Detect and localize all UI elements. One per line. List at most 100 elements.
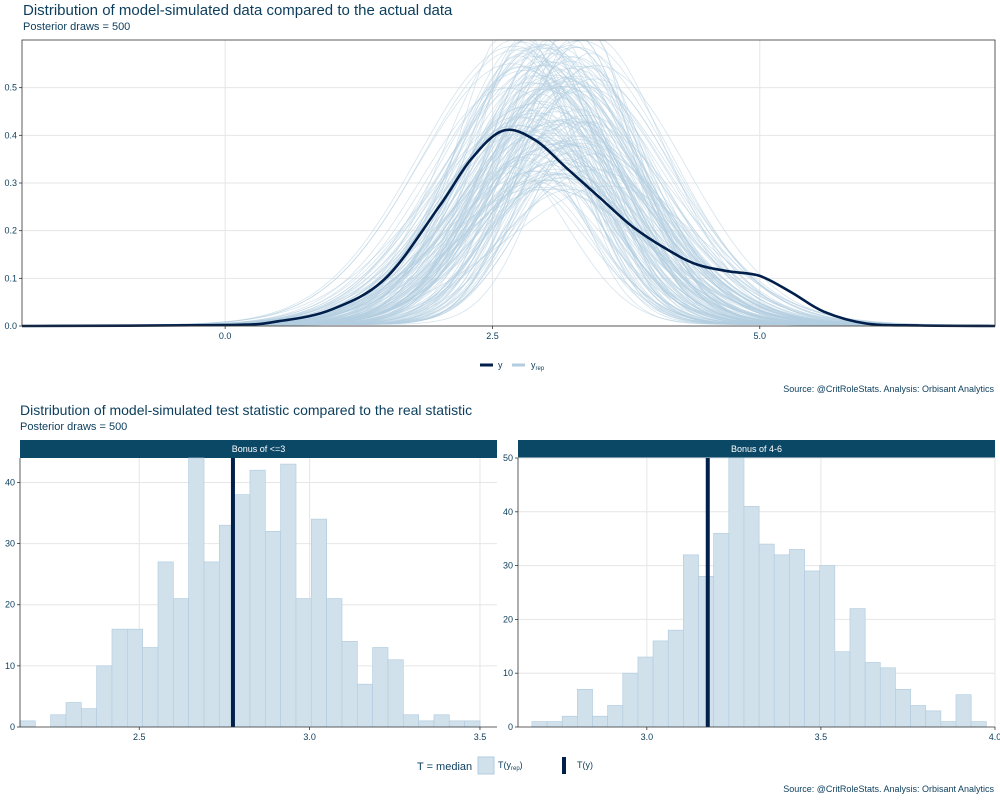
- facet-1-ytick-label-2: 20: [503, 614, 513, 624]
- facet-0-bar-19: [310, 518, 327, 728]
- facet-1-xtick-label-1: 3.5: [815, 732, 828, 742]
- facet-1-bar-0: [531, 721, 548, 728]
- top-xtick-label-2: 5.0: [754, 331, 767, 341]
- facet-0-ytick-label-4: 40: [5, 477, 15, 487]
- facet-0-bar-23: [372, 647, 389, 728]
- facet-strip-label-1: Bonus of 4-6: [731, 444, 782, 454]
- top-ytick-label-2: 0.2: [4, 226, 17, 236]
- facet-1-ytick-label-4: 40: [503, 507, 513, 517]
- facet-1-observed-line: [705, 458, 710, 727]
- legend-yrep-label: yrep: [531, 360, 545, 372]
- facet-1-bar-21: [849, 608, 866, 728]
- top-ytick-label-4: 0.4: [4, 130, 17, 140]
- bottom-chart-subtitle: Posterior draws = 500: [20, 421, 128, 433]
- facet-1-bar-6: [622, 672, 639, 728]
- facet-0-xtick-label-0: 2.5: [133, 732, 146, 742]
- top-ytick-label-5: 0.5: [4, 83, 17, 93]
- facet-0-ytick-label-0: 0: [10, 722, 15, 732]
- facet-0-bar-3: [65, 702, 82, 728]
- density-overlay-chart: 0.0 0.1 0.2 0.3 0.4 0.5 0.0 2.5 5.0 y yrep: [4, 39, 996, 372]
- legend-ty-key: [562, 757, 566, 774]
- bottom-chart-title: Distribution of model-simulated test sta…: [20, 402, 473, 418]
- facet-1-bar-2: [561, 715, 578, 728]
- facet-1-bar-16: [773, 554, 790, 728]
- top-source-note: Source: @CritRoleStats. Analysis: Orbisa…: [783, 384, 994, 394]
- facet-1-bar-24: [895, 688, 911, 728]
- facet-1-bar-7: [637, 656, 654, 728]
- facet-0-bar-7: [126, 628, 144, 728]
- facet-1-bar-29: [970, 721, 987, 728]
- legend-trep-label: T(yrep): [498, 760, 523, 772]
- facet-0-bar-22: [356, 683, 373, 728]
- legend-ty-label: T(y): [577, 760, 593, 770]
- legend-trep-key: [477, 756, 495, 775]
- facet-0-bar-11: [188, 457, 205, 728]
- legend-stat-label: T = median: [417, 761, 472, 773]
- facet-0-bar-21: [341, 641, 358, 728]
- facet-1-bar-22: [864, 662, 881, 728]
- top-ytick-label-3: 0.3: [4, 178, 17, 188]
- facet-1-bar-19: [819, 565, 836, 728]
- facet-1-bar-10: [683, 554, 699, 728]
- facet-0-observed-line: [230, 458, 235, 727]
- facet-1-bar-25: [910, 705, 927, 728]
- facet-0-bar-0: [19, 720, 36, 728]
- facet-strip-label-0: Bonus of <=3: [232, 444, 286, 454]
- facet-0-ytick-label-2: 20: [5, 600, 15, 610]
- facet-1-ytick-label-3: 30: [503, 561, 513, 571]
- facet-1-bar-14: [743, 506, 760, 728]
- facet-0-bar-14: [234, 494, 251, 728]
- facet-0-bar-10: [172, 598, 190, 728]
- facet-1-bar-27: [940, 721, 957, 728]
- facet-1-bar-18: [804, 570, 821, 728]
- facet-0-bar-27: [433, 714, 450, 728]
- facet-0-bar-26: [418, 720, 435, 728]
- facet-1-bar-12: [713, 532, 730, 728]
- facet-1-ytick-label-1: 10: [503, 668, 513, 678]
- facet-0-bar-2: [50, 714, 67, 728]
- facet-0-bar-15: [249, 469, 266, 728]
- facet-0-bar-24: [387, 659, 404, 728]
- facet-1-bar-4: [592, 715, 609, 728]
- facet-0-bar-25: [402, 714, 419, 728]
- facet-0-bar-18: [295, 598, 312, 728]
- facet-strip-1: [518, 440, 995, 458]
- facet-1-bar-17: [789, 549, 805, 728]
- top-legend: y yrep: [480, 360, 545, 372]
- facet-0-bar-5: [96, 665, 113, 728]
- facet-0-bar-29: [464, 720, 481, 728]
- facet-1-bar-5: [607, 705, 624, 728]
- y-density-line: [21, 128, 996, 328]
- top-xtick-label-0: 0.0: [219, 331, 232, 341]
- facet-1-xtick-label-2: 4.0: [989, 732, 1000, 742]
- facet-1-bar-9: [667, 629, 684, 728]
- top-ytick-label-1: 0.1: [4, 273, 17, 283]
- facet-1-bar-20: [834, 651, 851, 728]
- facet-0-bar-17: [280, 463, 297, 728]
- facet-1-bar-15: [758, 543, 775, 728]
- facet-0-bar-12: [203, 561, 220, 728]
- facet-1-bar-3: [577, 688, 593, 728]
- legend-y-label: y: [498, 360, 503, 370]
- facet-0-bar-9: [157, 561, 174, 728]
- facet-0-ytick-label-3: 30: [5, 539, 15, 549]
- facet-0-xtick-label-1: 3.0: [303, 732, 316, 742]
- facet-bonus-4-6: Bonus of 4-6 0 10 20 30 40 50 3.0 3.5 4.0: [503, 440, 1000, 742]
- facet-1-bar-26: [925, 710, 942, 728]
- bottom-source-note: Source: @CritRoleStats. Analysis: Orbisa…: [783, 784, 994, 794]
- facet-0-bar-16: [264, 531, 281, 728]
- top-ytick-label-0: 0.0: [4, 321, 17, 331]
- facet-0-bar-4: [80, 708, 98, 728]
- facet-1-ytick-label-5: 50: [503, 453, 513, 463]
- facet-0-ytick-label-1: 10: [5, 661, 15, 671]
- facet-bonus-le-3: Bonus of <=3 0 10 20 30 40 2.5 3.0 3.5: [5, 440, 497, 742]
- facet-1-bar-8: [652, 640, 669, 728]
- top-chart-title: Distribution of model-simulated data com…: [23, 2, 453, 19]
- facet-0-bar-20: [326, 598, 343, 728]
- facet-1-xtick-label-0: 3.0: [641, 732, 654, 742]
- facet-0-xtick-label-2: 3.5: [474, 732, 487, 742]
- facet-strip-0: [20, 440, 497, 458]
- bottom-legend: T = median T(yrep) T(y): [417, 756, 593, 775]
- top-chart-subtitle: Posterior draws = 500: [23, 21, 131, 33]
